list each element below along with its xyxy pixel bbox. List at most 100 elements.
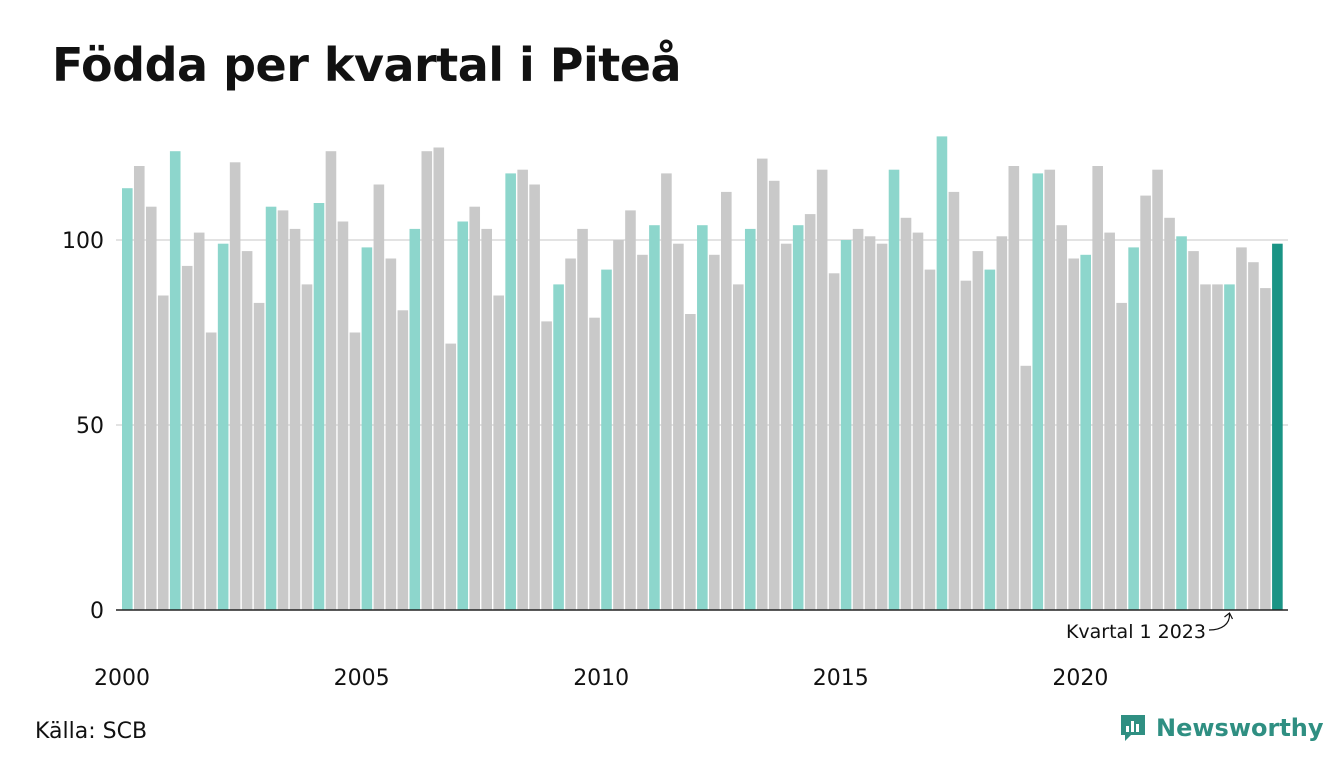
bar xyxy=(697,225,708,610)
bar xyxy=(613,240,624,610)
y-tick-label: 50 xyxy=(76,414,104,439)
annotation-arrow xyxy=(1208,612,1234,631)
bar xyxy=(888,169,900,610)
bar xyxy=(397,310,409,610)
annotation-label: Kvartal 1 2023 xyxy=(1066,621,1206,643)
bar xyxy=(912,232,924,610)
y-tick-label: 100 xyxy=(62,229,104,254)
chart-title: Födda per kvartal i Piteå xyxy=(52,38,682,92)
bar xyxy=(1080,254,1091,611)
bar xyxy=(253,302,265,610)
bar xyxy=(505,173,516,610)
bar xyxy=(637,254,648,611)
bar xyxy=(1128,247,1139,610)
bar xyxy=(289,228,301,610)
bar xyxy=(984,269,996,610)
bar xyxy=(313,203,325,610)
bar xyxy=(385,258,397,610)
bar xyxy=(325,151,337,610)
bar xyxy=(1188,251,1199,610)
x-tick-label: 2000 xyxy=(94,666,150,691)
bar xyxy=(1272,243,1283,610)
newsworthy-logo-icon xyxy=(1121,715,1145,741)
bar xyxy=(373,184,385,610)
x-tick-label: 2010 xyxy=(573,666,629,691)
bar xyxy=(157,295,169,610)
bar xyxy=(1212,284,1223,610)
bar xyxy=(361,247,373,610)
bar xyxy=(840,240,852,610)
bar xyxy=(1248,262,1259,610)
bar xyxy=(277,210,289,610)
x-tick-label: 2005 xyxy=(334,666,390,691)
bar xyxy=(1176,236,1187,611)
bar xyxy=(145,206,157,610)
brand-logo: Newsworthy xyxy=(1118,712,1324,744)
bar xyxy=(744,228,756,610)
bar xyxy=(1044,169,1056,610)
bar xyxy=(1260,288,1271,610)
bar xyxy=(816,169,828,610)
bar xyxy=(960,280,972,610)
x-tick-label: 2020 xyxy=(1052,666,1108,691)
bar xyxy=(493,295,504,610)
bar xyxy=(1152,169,1163,610)
bar xyxy=(481,228,492,610)
bar xyxy=(673,243,684,610)
bar xyxy=(169,151,181,610)
bar xyxy=(1236,247,1247,610)
bar xyxy=(601,269,612,610)
bar xyxy=(457,221,469,610)
bar xyxy=(804,214,816,610)
bar xyxy=(205,332,217,610)
bar xyxy=(1008,166,1020,610)
bar xyxy=(577,228,588,610)
bar xyxy=(181,265,193,610)
bar xyxy=(792,225,804,610)
brand-name: Newsworthy xyxy=(1156,714,1324,742)
bar xyxy=(936,136,948,610)
bar xyxy=(709,254,720,611)
bar xyxy=(876,243,888,610)
bar xyxy=(1140,195,1151,610)
bar xyxy=(133,166,145,610)
bar xyxy=(349,332,361,610)
bar xyxy=(1164,217,1175,611)
y-tick-label: 0 xyxy=(90,599,104,624)
bar xyxy=(409,228,421,610)
bar xyxy=(1032,173,1044,610)
bar xyxy=(1056,225,1068,610)
bar xyxy=(1116,302,1127,610)
bar xyxy=(625,210,636,610)
bar xyxy=(1092,166,1103,610)
bar xyxy=(445,343,457,610)
bar xyxy=(649,225,660,610)
bar xyxy=(122,188,133,610)
bar xyxy=(217,243,229,610)
bar xyxy=(721,191,732,610)
bar xyxy=(924,269,936,610)
bar xyxy=(1224,284,1235,610)
bar xyxy=(780,243,792,610)
bar xyxy=(828,273,840,610)
bar xyxy=(852,228,864,610)
bar xyxy=(265,206,277,610)
bar xyxy=(756,158,768,610)
bar xyxy=(241,251,253,610)
bar xyxy=(1068,258,1080,610)
bar xyxy=(972,251,984,610)
bar xyxy=(685,314,696,610)
bar xyxy=(948,191,960,610)
bar xyxy=(469,206,481,610)
bar xyxy=(565,258,576,610)
bar xyxy=(517,169,528,610)
bar xyxy=(1020,365,1032,610)
bar xyxy=(193,232,205,610)
bar xyxy=(900,217,912,611)
source-label: Källa: SCB xyxy=(35,719,148,744)
x-tick-label: 2015 xyxy=(813,666,869,691)
bar xyxy=(589,317,600,610)
bar xyxy=(421,151,433,610)
bar xyxy=(337,221,349,610)
